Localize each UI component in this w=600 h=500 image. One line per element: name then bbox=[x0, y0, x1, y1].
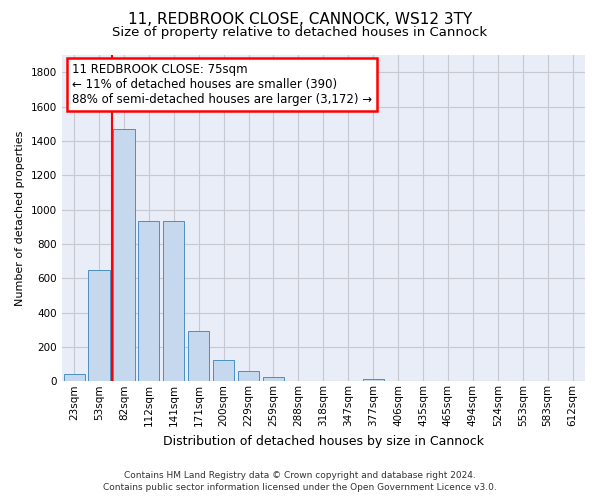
Bar bbox=[163, 220, 184, 382]
Bar bbox=[362, 378, 384, 382]
X-axis label: Distribution of detached houses by size in Cannock: Distribution of detached houses by size … bbox=[163, 434, 484, 448]
Bar bbox=[213, 360, 234, 382]
Y-axis label: Number of detached properties: Number of detached properties bbox=[15, 130, 25, 306]
Bar bbox=[64, 374, 85, 382]
Text: Size of property relative to detached houses in Cannock: Size of property relative to detached ho… bbox=[112, 26, 488, 39]
Bar bbox=[88, 270, 110, 382]
Text: 11 REDBROOK CLOSE: 75sqm
← 11% of detached houses are smaller (390)
88% of semi-: 11 REDBROOK CLOSE: 75sqm ← 11% of detach… bbox=[72, 63, 372, 106]
Bar bbox=[138, 220, 160, 382]
Bar bbox=[263, 378, 284, 382]
Bar bbox=[188, 332, 209, 382]
Bar bbox=[113, 129, 134, 382]
Bar bbox=[238, 371, 259, 382]
Text: 11, REDBROOK CLOSE, CANNOCK, WS12 3TY: 11, REDBROOK CLOSE, CANNOCK, WS12 3TY bbox=[128, 12, 472, 26]
Text: Contains HM Land Registry data © Crown copyright and database right 2024.
Contai: Contains HM Land Registry data © Crown c… bbox=[103, 471, 497, 492]
